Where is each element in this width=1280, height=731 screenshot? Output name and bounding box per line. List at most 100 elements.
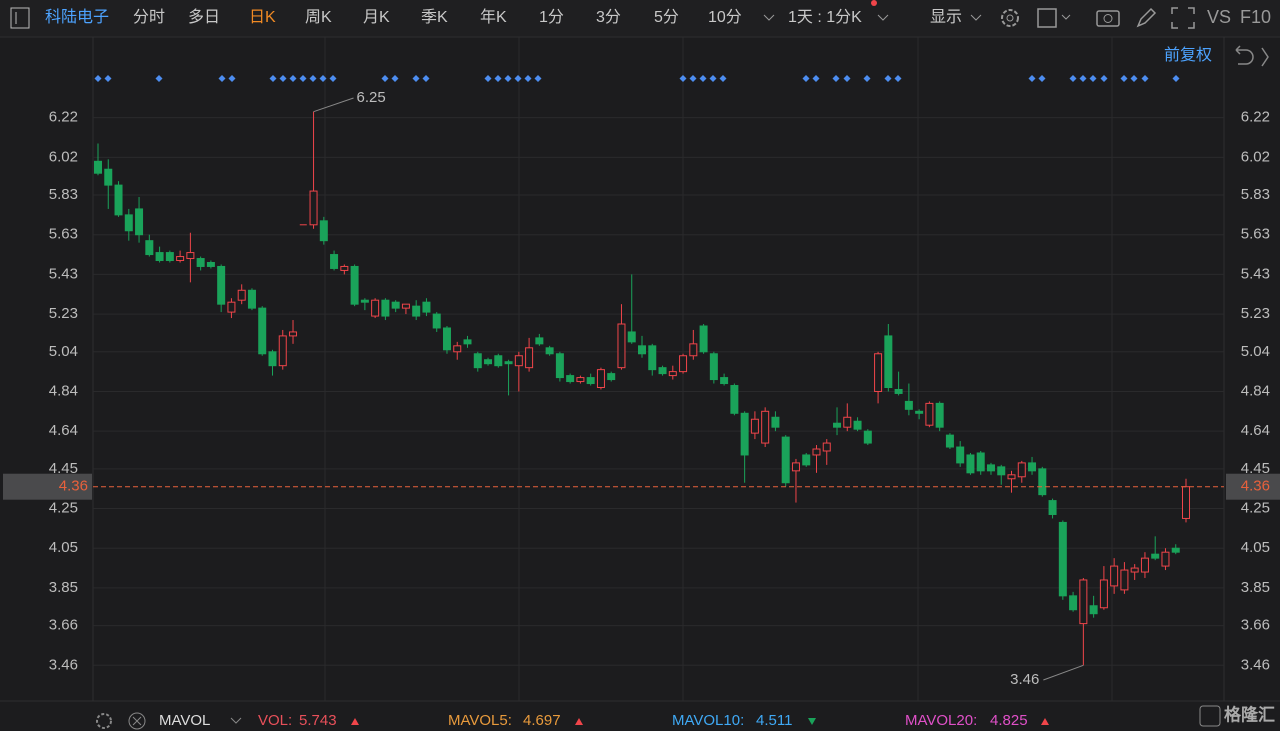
event-marker[interactable] — [94, 75, 102, 82]
period-dropdown[interactable] — [877, 14, 889, 21]
event-marker[interactable] — [843, 75, 851, 82]
event-marker[interactable] — [218, 75, 226, 82]
event-marker[interactable] — [422, 75, 430, 82]
event-marker[interactable] — [514, 75, 522, 82]
period-tab[interactable]: 月K — [363, 9, 390, 26]
candle-body — [689, 343, 698, 357]
indicator-name: MAVOL20: — [905, 712, 977, 729]
event-marker[interactable] — [494, 75, 502, 82]
event-marker[interactable] — [812, 75, 820, 82]
event-marker[interactable] — [1100, 75, 1108, 82]
event-marker[interactable] — [1028, 75, 1036, 82]
collapse-icon[interactable] — [1261, 47, 1269, 67]
event-marker[interactable] — [484, 75, 492, 82]
event-marker[interactable] — [381, 75, 389, 82]
event-marker[interactable] — [832, 75, 840, 82]
event-marker[interactable] — [1079, 75, 1087, 82]
candle-body — [1171, 547, 1180, 553]
event-marker[interactable] — [228, 75, 236, 82]
event-marker[interactable] — [524, 75, 532, 82]
indicator-dropdown[interactable] — [230, 717, 242, 724]
event-marker[interactable] — [689, 75, 697, 82]
event-marker[interactable] — [1089, 75, 1097, 82]
period-tab[interactable]: 3分 — [596, 8, 621, 26]
event-marker[interactable] — [412, 75, 420, 82]
y-tick-label: 3.46 — [49, 656, 78, 673]
period-tab[interactable]: 10分 — [708, 8, 742, 26]
event-marker[interactable] — [1038, 75, 1046, 82]
event-marker[interactable] — [894, 75, 902, 82]
reset-icon[interactable] — [1235, 45, 1254, 65]
period-tab[interactable]: 日K — [249, 9, 276, 26]
period-tab[interactable]: 5分 — [654, 8, 679, 26]
period-tab[interactable]: 周K — [305, 9, 332, 26]
display-button[interactable]: 显示 — [930, 9, 962, 26]
layout-icon[interactable] — [1037, 8, 1057, 28]
display-dropdown[interactable] — [970, 14, 982, 21]
f10-button[interactable]: F10 — [1240, 7, 1271, 27]
period-tab[interactable]: 多日 — [188, 8, 220, 26]
event-marker[interactable] — [289, 75, 297, 82]
candle-body — [1048, 500, 1057, 515]
event-marker[interactable] — [319, 75, 327, 82]
adjust-button[interactable]: 前复权 — [1164, 46, 1212, 64]
indicator-trend — [1041, 718, 1049, 725]
candle-body — [822, 442, 831, 452]
candle-body — [124, 214, 133, 232]
candle-body — [432, 313, 441, 329]
candle-body — [535, 337, 544, 345]
event-marker[interactable] — [1172, 75, 1180, 82]
event-marker[interactable] — [279, 75, 287, 82]
period-tab[interactable]: 分时 — [133, 8, 165, 26]
event-marker[interactable] — [391, 75, 399, 82]
indicator-value: 4.697 — [523, 712, 561, 729]
event-marker[interactable] — [269, 75, 277, 82]
period-selector[interactable]: 1天 : 1分K — [788, 8, 862, 26]
fullscreen-icon[interactable] — [1171, 7, 1195, 29]
sidebar-toggle[interactable] — [10, 7, 30, 29]
event-marker[interactable] — [863, 75, 871, 82]
event-marker[interactable] — [699, 75, 707, 82]
candle-body — [1140, 557, 1149, 573]
event-marker[interactable] — [1141, 75, 1149, 82]
event-marker[interactable] — [719, 75, 727, 82]
event-marker[interactable] — [155, 75, 163, 82]
event-marker[interactable] — [104, 75, 112, 82]
event-marker[interactable] — [299, 75, 307, 82]
event-marker[interactable] — [884, 75, 892, 82]
watermark: 格隆汇 — [1224, 704, 1275, 724]
event-marker[interactable] — [1069, 75, 1077, 82]
more-periods[interactable] — [763, 14, 775, 21]
candle-body — [863, 430, 872, 444]
draw-icon[interactable] — [1136, 7, 1157, 28]
period-tab[interactable]: 年K — [480, 8, 507, 26]
candle-body — [596, 369, 605, 388]
event-marker[interactable] — [802, 75, 810, 82]
event-marker[interactable] — [1130, 75, 1138, 82]
settings-icon-core — [1006, 14, 1014, 22]
event-marker[interactable] — [679, 75, 687, 82]
layout-dropdown[interactable] — [1061, 14, 1071, 20]
candle-body — [802, 454, 811, 466]
vs-button[interactable]: VS — [1207, 7, 1231, 27]
period-tab[interactable]: 季K — [421, 8, 448, 26]
event-marker[interactable] — [309, 75, 317, 82]
candle-body — [750, 418, 759, 434]
settings-icon[interactable] — [1001, 9, 1019, 27]
indicator-settings[interactable] — [96, 713, 112, 729]
indicator-close[interactable] — [128, 712, 146, 730]
event-marker[interactable] — [709, 75, 717, 82]
period-tab[interactable]: 1分 — [539, 8, 564, 26]
event-marker[interactable] — [329, 75, 337, 82]
event-marker[interactable] — [504, 75, 512, 82]
indicator-label[interactable]: MAVOL — [159, 712, 210, 729]
y-tick-label: 4.25 — [49, 500, 78, 517]
screenshot-icon[interactable] — [1096, 10, 1120, 27]
event-marker[interactable] — [534, 75, 542, 82]
event-marker[interactable] — [1120, 75, 1128, 82]
indicator-value: 4.511 — [756, 712, 792, 729]
y-tick-label: 5.04 — [49, 343, 78, 360]
stock-name[interactable]: 科陆电子 — [45, 8, 109, 26]
candle-body — [217, 265, 226, 305]
candle-body — [945, 434, 954, 448]
